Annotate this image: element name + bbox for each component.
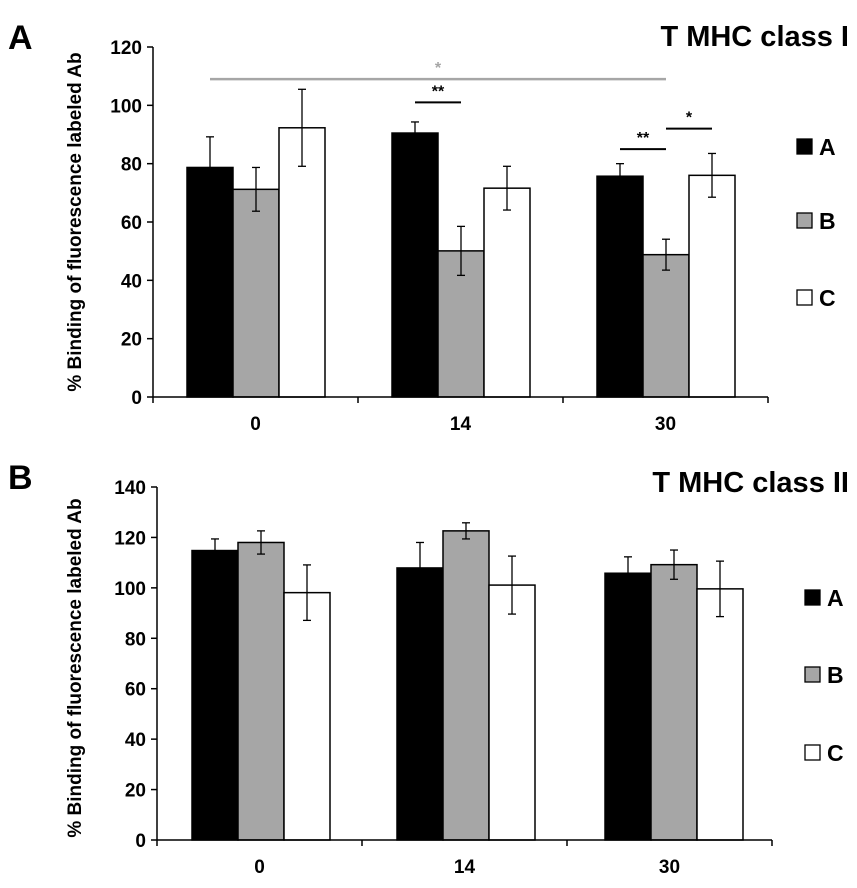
panel-b-legend-label-a: A [827, 585, 844, 611]
panel-b-title: T MHC class II [652, 467, 849, 499]
panel-b-legend: A B C [804, 585, 844, 766]
panel-a-y-tick-label: 0 [131, 388, 142, 409]
panel-b-bar-a-0 [191, 549, 239, 841]
panel-a-bar-c-14 [483, 187, 531, 398]
panel-a-error-bar-b-30 [662, 238, 670, 271]
panel-b: B T MHC class II % Binding of fluorescen… [8, 459, 849, 878]
panel-b-y-tick-label: 0 [135, 831, 146, 852]
panel-a-bar-a-0 [186, 166, 234, 398]
panel-a-error-bar-c-30 [708, 152, 716, 198]
panel-b-y-tick-label: 80 [125, 629, 146, 650]
panel-b-y-axis-label: % Binding of fluorescence labeled Ab [65, 498, 86, 837]
panel-a-x-tick-label: 0 [250, 414, 261, 435]
panel-a-legend-label-b: B [819, 208, 836, 234]
panel-b-y-tick-label: 100 [114, 579, 146, 600]
panel-b-legend-swatch-b [804, 666, 821, 683]
panel-a: A T MHC class I % Binding of fluorescenc… [8, 19, 849, 435]
panel-b-bar-a-30 [604, 572, 652, 841]
panel-b-error-bar-a-14 [416, 541, 424, 595]
panel-b-error-bar-b-0 [257, 530, 265, 555]
panel-b-legend-label-b: B [827, 662, 844, 688]
panel-b-error-bar-c-14 [508, 555, 516, 615]
panel-a-significance-label: * [435, 60, 442, 77]
panel-a-error-bar-b-0 [252, 166, 260, 212]
panel-a-bar-b-0 [232, 188, 280, 398]
panel-a-bar-a-14 [391, 132, 439, 398]
panel-a-error-bar-a-30 [616, 163, 624, 190]
panel-b-x-tick-label: 14 [454, 857, 476, 878]
panel-a-error-bar-b-14 [457, 225, 465, 277]
panel-a-error-bar-a-14 [411, 121, 419, 145]
panel-b-bar-b-14 [442, 530, 490, 841]
panel-b-legend-label-c: C [827, 740, 844, 766]
panel-a-y-tick-label: 100 [110, 96, 142, 117]
panel-b-x-tick-label: 0 [254, 857, 265, 878]
panel-b-y-tick-label: 40 [125, 730, 146, 751]
panel-a-y-tick-label: 120 [110, 38, 142, 59]
panel-a-error-bar-a-0 [206, 136, 214, 199]
panel-b-error-bar-c-0 [303, 564, 311, 622]
panel-b-error-bar-a-30 [624, 556, 632, 591]
panel-a-error-bar-c-14 [503, 165, 511, 211]
panel-a-legend: A B C [796, 134, 836, 311]
panel-b-bar-b-0 [237, 541, 285, 841]
panel-a-bar-a-30 [596, 175, 644, 398]
panel-a-letter: A [8, 19, 33, 57]
panel-a-y-axis-label: % Binding of fluorescence labeled Ab [65, 52, 86, 391]
panel-b-bar-b-30 [650, 563, 698, 841]
panel-a-significance-label: ** [637, 130, 650, 147]
panel-a-legend-swatch-a [796, 138, 813, 155]
panel-b-legend-swatch-c [804, 744, 821, 761]
panel-b-y-tick-label: 120 [114, 528, 146, 549]
panel-a-bar-b-30 [642, 253, 690, 398]
panel-b-error-bar-a-0 [211, 538, 219, 563]
panel-b-letter: B [8, 459, 33, 497]
panel-a-y-tick-label: 60 [121, 213, 142, 234]
panel-b-x-tick-label: 30 [659, 857, 680, 878]
panel-a-legend-label-c: C [819, 285, 836, 311]
panel-b-y-tick-label: 140 [114, 478, 146, 499]
panel-b-legend-swatch-a [804, 589, 821, 606]
panel-a-error-bar-c-0 [298, 88, 306, 167]
panel-a-y-tick-label: 20 [121, 330, 142, 351]
panel-a-legend-label-a: A [819, 134, 836, 160]
panel-b-error-bar-b-30 [670, 549, 678, 580]
panel-a-x-tick-label: 14 [450, 414, 472, 435]
panel-b-error-bar-b-14 [462, 522, 470, 540]
panel-b-bar-c-14 [488, 584, 536, 841]
panel-a-y-tick-label: 80 [121, 155, 142, 176]
panel-a-significance-label: * [686, 110, 693, 127]
panel-b-error-bar-c-30 [716, 560, 724, 618]
panel-b-y-tick-label: 60 [125, 680, 146, 701]
panel-a-x-tick-label: 30 [655, 414, 676, 435]
panel-a-bar-c-0 [278, 127, 326, 398]
panel-b-plot: 0 20 40 60 80 100 120 140 0 14 30 [114, 478, 773, 878]
panel-a-legend-swatch-c [796, 289, 813, 306]
panel-b-y-tick-label: 20 [125, 781, 146, 802]
panel-b-bar-c-0 [283, 591, 331, 841]
panel-a-bar-c-30 [688, 174, 736, 398]
panel-b-bar-c-30 [696, 588, 744, 841]
panel-a-y-tick-label: 40 [121, 271, 142, 292]
panel-b-bar-a-14 [396, 567, 444, 841]
panel-a-legend-swatch-b [796, 212, 813, 229]
panel-a-significance-label: ** [432, 83, 445, 100]
panel-a-title: T MHC class I [660, 21, 849, 53]
